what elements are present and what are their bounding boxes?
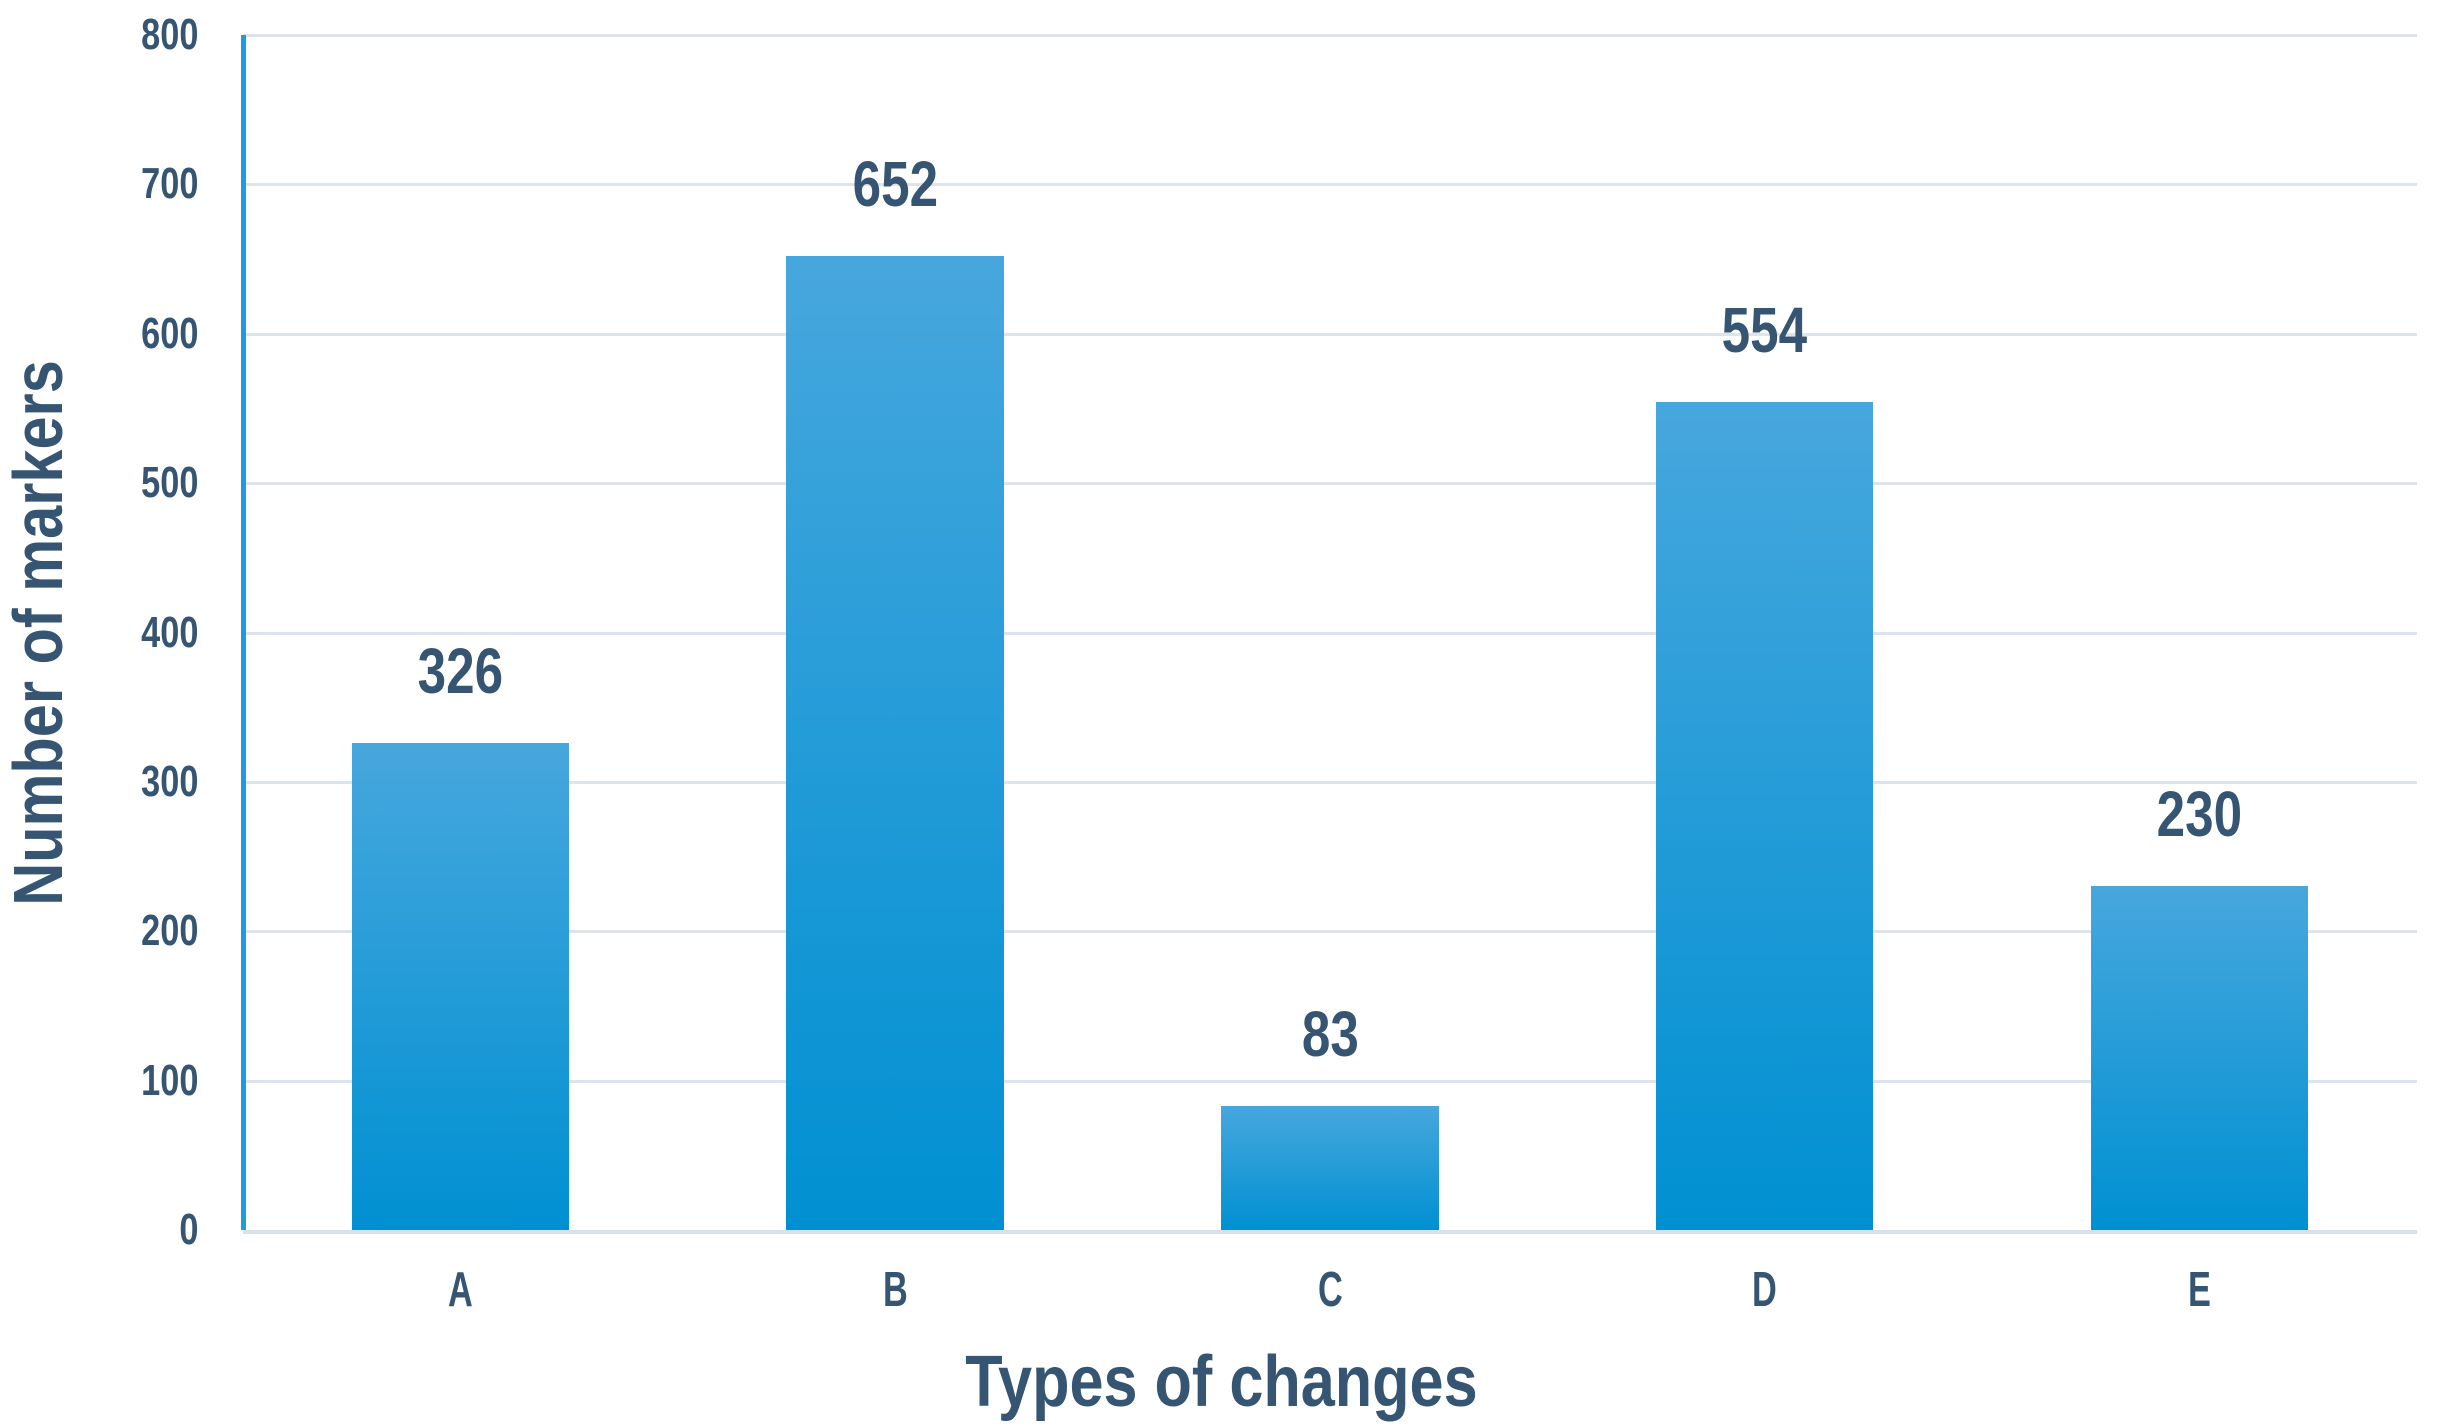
y-tick-label-800: 800 (140, 10, 198, 59)
y-axis-line (241, 35, 246, 1230)
bar-slot-C: 83 (1113, 35, 1548, 1230)
bar-value-label-B: 652 (852, 148, 938, 221)
y-axis-tick-labels: 0 100 200 300 400 500 600 700 800 (0, 13, 198, 1252)
bar-C (1221, 1106, 1439, 1230)
y-tick-label-600: 600 (140, 308, 198, 358)
y-tick-label-300: 300 (140, 756, 198, 806)
gridline-100 (243, 1079, 2417, 1083)
bar-slot-B: 652 (678, 35, 1113, 1230)
x-axis-title: Types of changes (964, 1342, 1478, 1422)
category-label-A: A (448, 1263, 473, 1317)
x-axis-category-labels: A B C D E (243, 1266, 2417, 1315)
x-axis-title-box: Types of changes (0, 1346, 2442, 1418)
y-tick-label-400: 400 (140, 607, 198, 657)
plot-area: 326 652 83 554 230 (241, 34, 2417, 1234)
gridline-400 (243, 631, 2417, 635)
bar-slot-D: 554 (1547, 35, 1982, 1230)
bar-value-label-C: 83 (1301, 998, 1359, 1071)
bar-value-label-D: 554 (1722, 294, 1808, 367)
bars-group: 326 652 83 554 230 (243, 35, 2417, 1230)
category-label-B: B (882, 1263, 908, 1317)
bar-A (351, 743, 570, 1230)
category-label-D: D (1752, 1263, 1778, 1317)
y-tick-label-500: 500 (140, 458, 198, 508)
y-tick-label-0: 0 (178, 1205, 198, 1254)
y-tick-label-100: 100 (140, 1055, 198, 1105)
bar-slot-E: 230 (1982, 35, 2417, 1230)
bar-slot-A: 326 (243, 35, 678, 1230)
bar-B (786, 256, 1004, 1230)
gridline-500 (243, 482, 2417, 486)
gridline-600 (243, 332, 2417, 336)
y-tick-label-200: 200 (140, 906, 198, 956)
category-label-E: E (2188, 1263, 2212, 1317)
y-tick-label-700: 700 (140, 159, 198, 209)
gridline-800 (243, 34, 2417, 37)
gridline-200 (243, 930, 2417, 934)
gridline-700 (243, 183, 2417, 187)
category-label-C: C (1317, 1263, 1343, 1317)
bar-E (2090, 886, 2309, 1230)
bar-value-label-E: 230 (2156, 778, 2243, 851)
gridline-300 (243, 780, 2417, 784)
bar-D (1656, 402, 1874, 1230)
bar-value-label-A: 326 (417, 635, 504, 708)
